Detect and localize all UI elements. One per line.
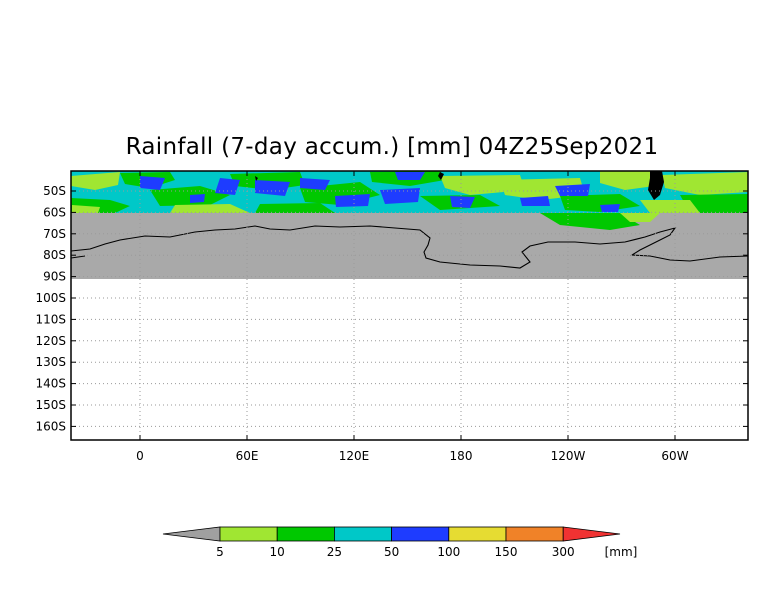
map-title: Rainfall (7-day accum.) [mm] 04Z25Sep202… [125, 134, 659, 160]
colorbar-swatch [276, 526, 335, 542]
lon-label: 0 [136, 449, 144, 463]
south-america-tip [648, 171, 664, 200]
rainfall-peninsula-patch [540, 213, 640, 230]
colorbar-swatch [333, 526, 392, 542]
lat-label: 70S [43, 227, 66, 241]
colorbar-label: 10 [270, 545, 285, 559]
map-frame [70, 170, 749, 441]
colorbar-label: 5 [216, 545, 224, 559]
colorbar-label: 100 [437, 545, 460, 559]
rainfall-peninsula-patch [620, 213, 660, 222]
lon-label: 120E [339, 449, 370, 463]
map-axes: 50S 60S 70S 80S 90S 100S 110S 120S 130S 140S 150S 1… [35, 171, 748, 463]
colorbar-label: 50 [384, 545, 399, 559]
colorbar-label: 300 [552, 545, 575, 559]
map-area [71, 171, 748, 440]
lon-label: 60E [236, 449, 259, 463]
antarctica-land-band [71, 213, 748, 279]
colorbar-swatch [448, 526, 507, 542]
lat-label: 110S [35, 312, 66, 326]
lon-label: 180 [450, 449, 473, 463]
lon-label: 120W [551, 449, 586, 463]
lat-label: 140S [35, 377, 66, 391]
rainfall-patches [71, 171, 748, 213]
lat-label: 150S [35, 398, 66, 412]
colorbar: 5 10 25 50 100 150 300 [mm] [162, 526, 638, 559]
lon-label: 60W [661, 449, 688, 463]
colorbar-label: 25 [327, 545, 342, 559]
lat-label: 120S [35, 334, 66, 348]
lat-label: 130S [35, 355, 66, 369]
coastline-segment [71, 255, 86, 259]
colorbar-swatch [219, 526, 278, 542]
colorbar-label: 150 [495, 545, 518, 559]
colorbar-lower-triangle [162, 526, 221, 542]
lat-label: 160S [35, 419, 66, 433]
antarctica-coastline [71, 225, 748, 269]
colorbar-swatch [391, 526, 450, 542]
lat-label: 80S [43, 248, 66, 262]
lat-label: 60S [43, 205, 66, 219]
coastline-segment [255, 176, 258, 181]
colorbar-upper-triangle [562, 526, 621, 542]
lat-label: 100S [35, 291, 66, 305]
grid-lines [71, 171, 748, 440]
lat-label: 50S [43, 184, 66, 198]
colorbar-swatch [505, 526, 564, 542]
lat-label: 90S [43, 270, 66, 284]
colorbar-unit: [mm] [605, 545, 638, 559]
coastline-segment [438, 172, 444, 180]
